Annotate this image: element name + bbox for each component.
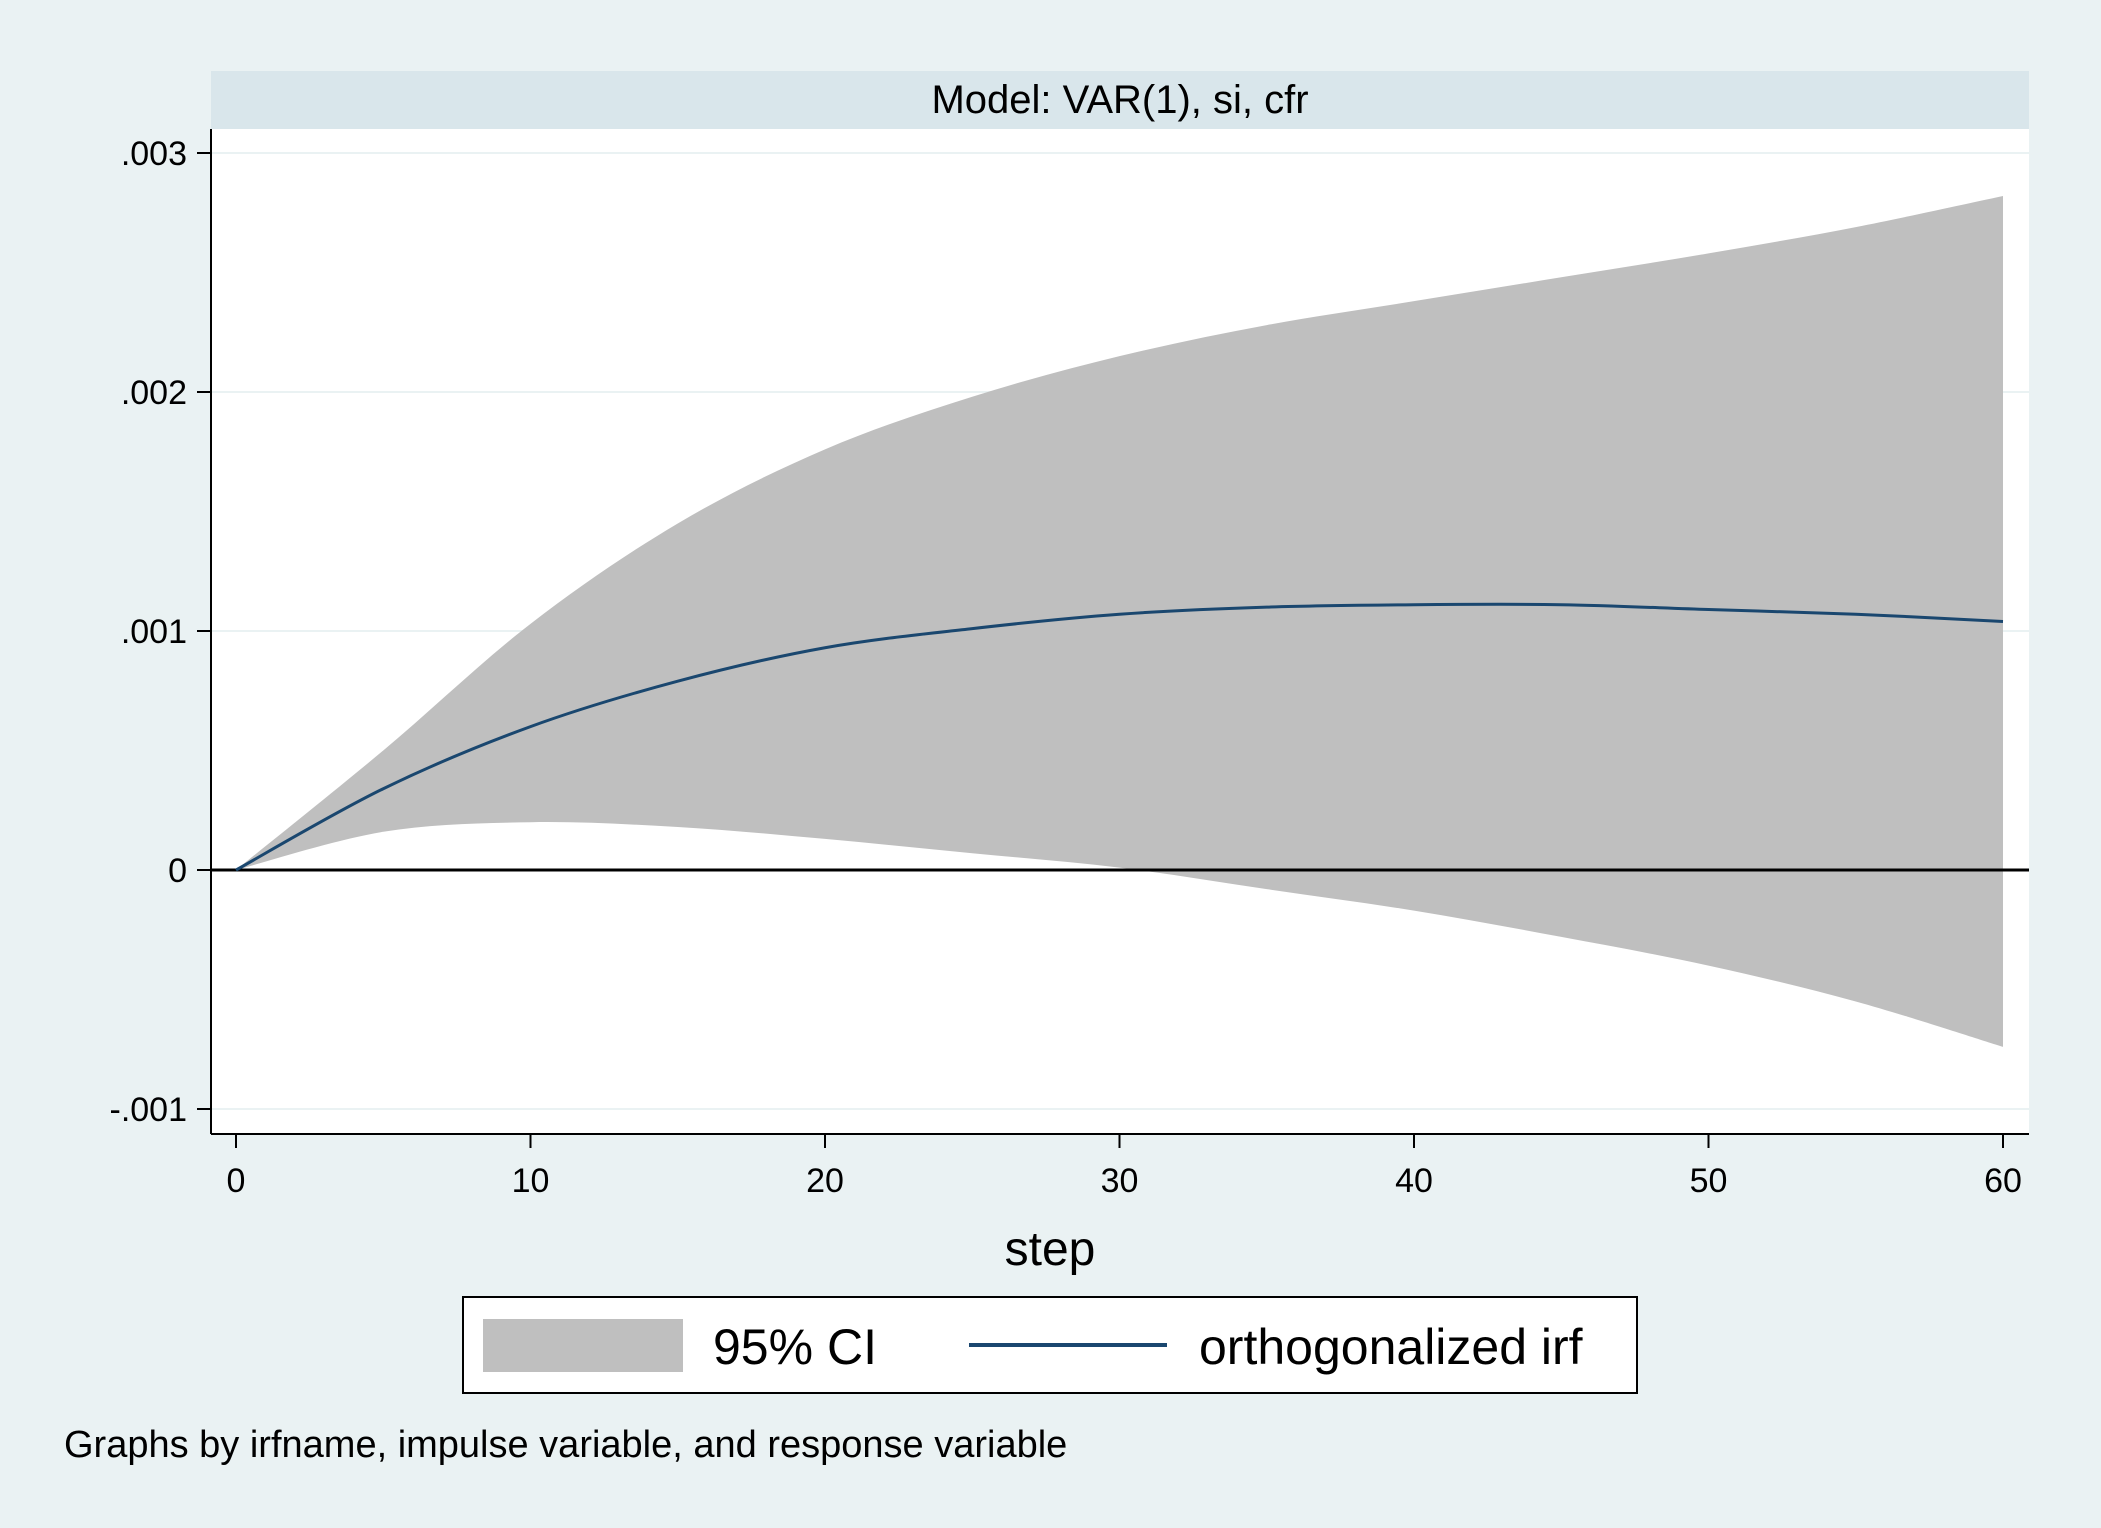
legend: 95% CI orthogonalized irf [462, 1296, 1638, 1394]
y-tick-label: .001 [121, 613, 187, 651]
x-tick-label: 40 [1395, 1162, 1433, 1200]
y-tick-label: -.001 [110, 1091, 188, 1129]
x-tick-label: 50 [1690, 1162, 1728, 1200]
y-axis-ticks: -.001 0 .001 .002 .003 [110, 135, 211, 1129]
y-tick-label: 0 [168, 852, 187, 890]
x-tick-label: 0 [227, 1162, 246, 1200]
panel-title-band [211, 71, 2029, 129]
x-axis-ticks: 0 10 20 30 40 50 60 [227, 1134, 2022, 1200]
legend-label-irf: orthogonalized irf [1199, 1319, 1583, 1375]
graph-note: Graphs by irfname, impulse variable, and… [64, 1424, 1067, 1466]
y-tick-label: .002 [121, 374, 187, 412]
irf-line-layer [235, 602, 2004, 872]
legend-swatch-ci [483, 1319, 683, 1372]
x-axis-title: step [1005, 1223, 1096, 1276]
y-tick-label: .003 [121, 135, 187, 173]
legend-label-ci: 95% CI [713, 1319, 877, 1375]
x-tick-label: 60 [1984, 1162, 2022, 1200]
ci-band-layer [236, 196, 2003, 1047]
irf-line [235, 602, 2004, 872]
x-tick-label: 10 [512, 1162, 550, 1200]
x-tick-label: 20 [806, 1162, 844, 1200]
ci-band [236, 196, 2003, 1047]
x-tick-label: 30 [1101, 1162, 1139, 1200]
panel-title: Model: VAR(1), si, cfr [931, 78, 1308, 122]
